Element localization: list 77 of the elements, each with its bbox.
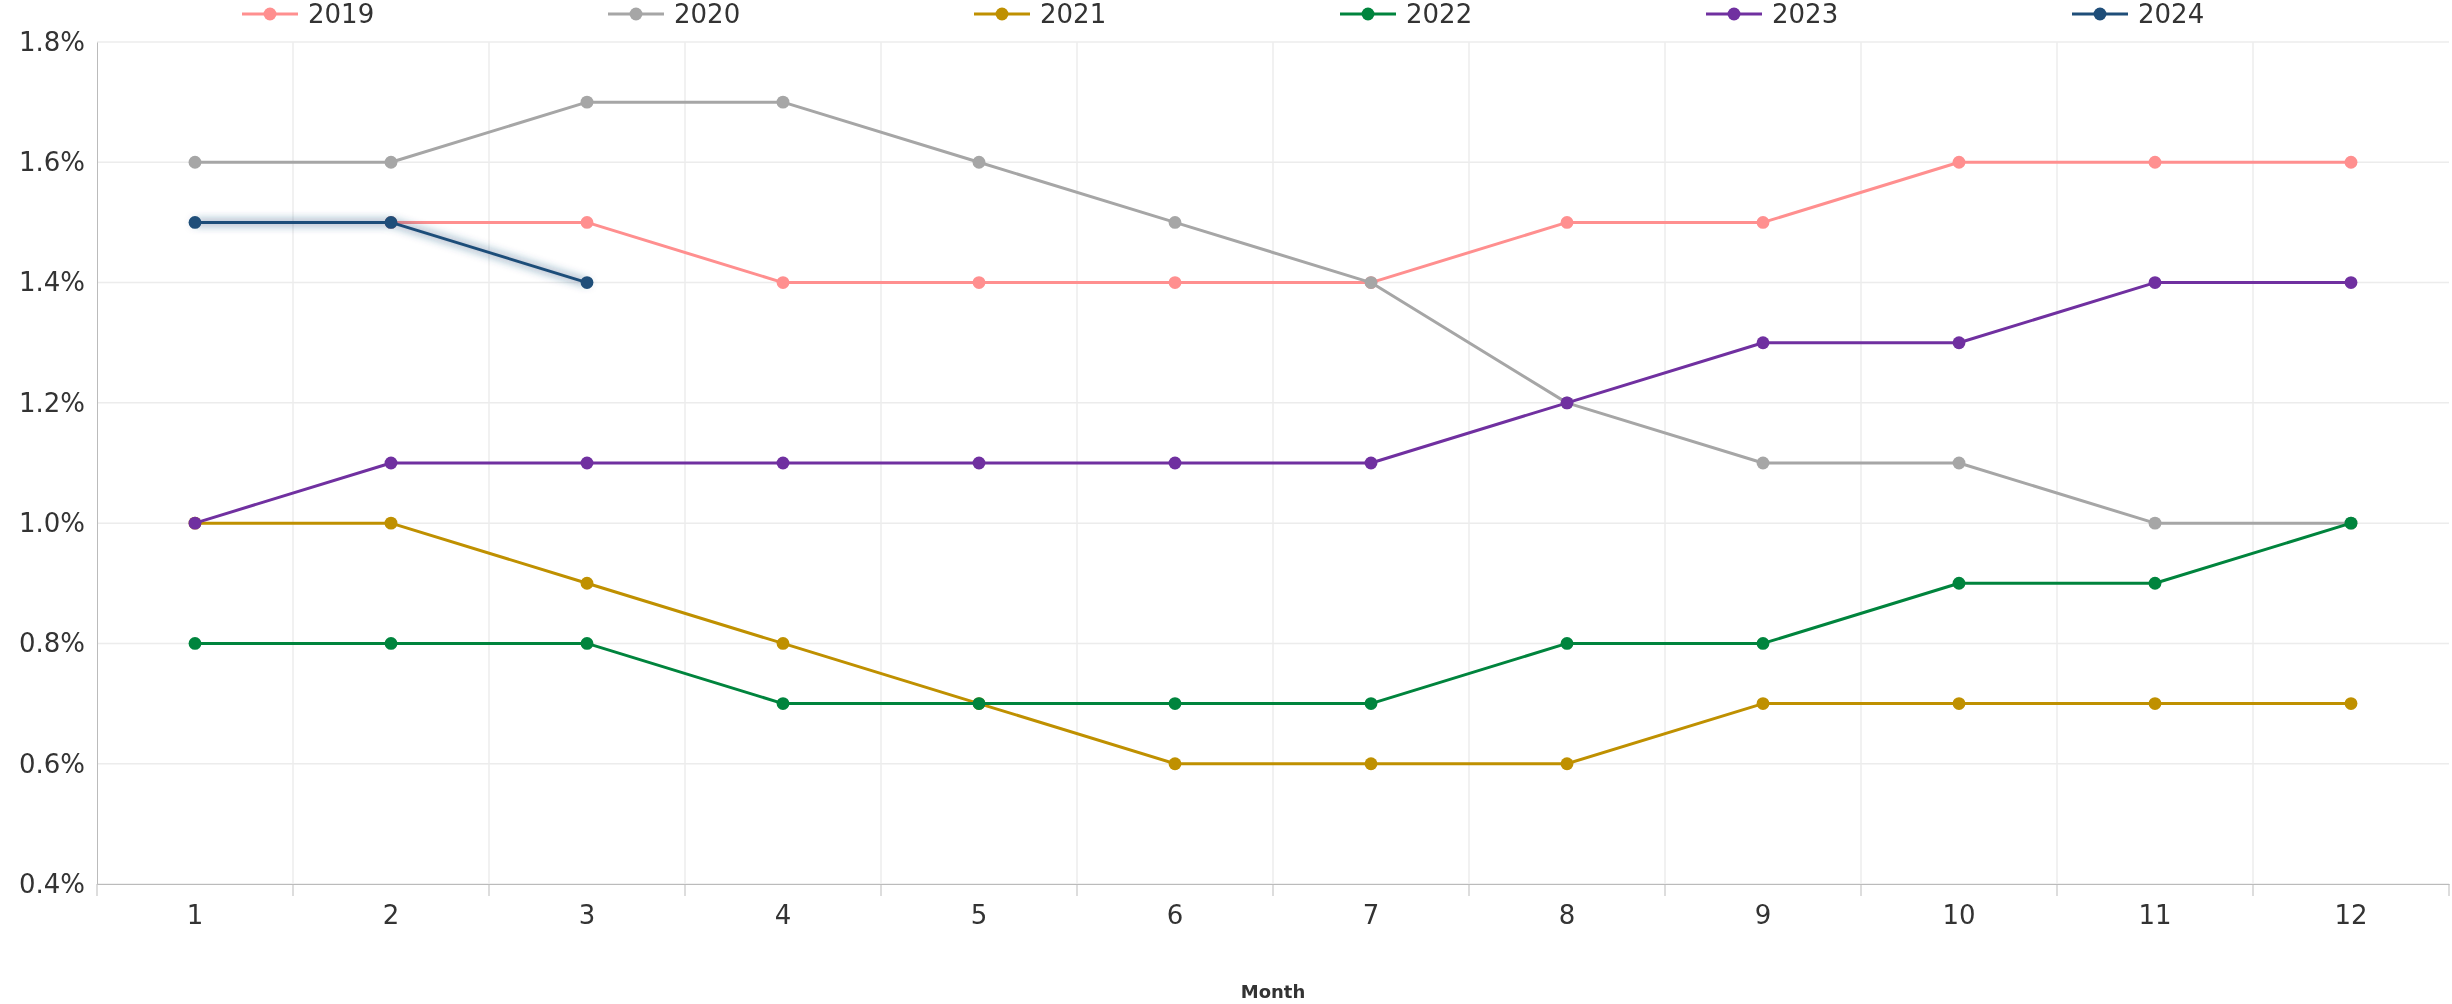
x-tick-label: 9 <box>1754 900 1772 931</box>
point <box>580 456 594 470</box>
x-axis-title: Month <box>1240 981 1306 1002</box>
point <box>188 637 202 650</box>
y-tick-label: 1.8% <box>18 26 85 57</box>
point <box>384 155 398 169</box>
legend-label: 2019 <box>308 0 375 29</box>
point <box>776 276 790 289</box>
point <box>972 276 986 289</box>
x-tick-label: 5 <box>970 900 988 931</box>
point <box>1952 697 1966 710</box>
legend-label: 2021 <box>1040 0 1107 29</box>
x-tick-label: 4 <box>774 900 792 931</box>
point <box>580 216 594 229</box>
point <box>2148 516 2162 530</box>
legend-label: 2022 <box>1406 0 1473 29</box>
point <box>1364 456 1378 470</box>
point <box>2344 697 2358 710</box>
point <box>2148 576 2162 590</box>
x-tick-label: 1 <box>186 900 204 931</box>
point <box>2344 276 2358 289</box>
point <box>1952 576 1966 590</box>
point <box>384 456 398 470</box>
y-tick-label: 1.0% <box>18 507 85 538</box>
point <box>776 456 790 470</box>
y-tick-label: 0.8% <box>18 628 85 659</box>
y-tick-label: 0.4% <box>18 868 85 899</box>
x-tick-label: 11 <box>2138 900 2172 931</box>
point <box>1756 637 1770 650</box>
x-tick-label: 8 <box>1558 900 1576 931</box>
point <box>972 155 986 169</box>
point <box>384 516 398 530</box>
legend-label: 2020 <box>674 0 741 29</box>
point <box>1364 757 1378 771</box>
point <box>188 216 202 229</box>
x-tick-label: 3 <box>578 900 596 931</box>
point <box>1756 456 1770 470</box>
legend-label: 2023 <box>1772 0 1839 29</box>
point <box>1168 216 1182 229</box>
point <box>1756 697 1770 710</box>
point <box>2148 155 2162 169</box>
point <box>776 697 790 710</box>
point <box>776 637 790 650</box>
y-tick-label: 1.6% <box>18 147 85 178</box>
point <box>1560 637 1574 650</box>
x-tick-label: 6 <box>1166 900 1184 931</box>
point <box>1952 456 1966 470</box>
point <box>776 95 790 109</box>
point <box>1756 216 1770 229</box>
point <box>1756 336 1770 350</box>
point <box>580 95 594 109</box>
point <box>1168 757 1182 771</box>
point <box>972 456 986 470</box>
point <box>1560 757 1574 771</box>
point <box>2344 155 2358 169</box>
y-tick-label: 0.6% <box>18 748 85 779</box>
point <box>1952 336 1966 350</box>
point <box>1364 697 1378 710</box>
point <box>2148 276 2162 289</box>
point <box>2148 697 2162 710</box>
point <box>1168 456 1182 470</box>
point <box>384 637 398 650</box>
point <box>1168 697 1182 710</box>
y-tick-label: 1.2% <box>18 387 85 418</box>
x-tick-label: 7 <box>1362 900 1380 931</box>
point <box>1560 216 1574 229</box>
point <box>580 276 594 289</box>
point <box>188 155 202 169</box>
x-tick-label: 10 <box>1942 900 1976 931</box>
x-tick-label: 2 <box>382 900 400 931</box>
point <box>580 637 594 650</box>
point <box>1168 276 1182 289</box>
point <box>580 576 594 590</box>
x-tick-label: 12 <box>2334 900 2368 931</box>
legend-label: 2024 <box>2138 0 2205 29</box>
point <box>1952 155 1966 169</box>
y-tick-label: 1.4% <box>18 267 85 298</box>
